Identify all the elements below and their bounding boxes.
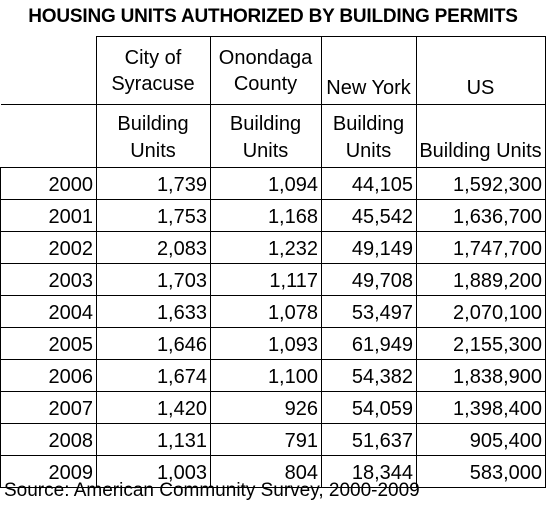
us-cell: 583,000 bbox=[416, 455, 546, 488]
onondaga-cell: 1,232 bbox=[210, 231, 322, 264]
us-cell: 1,592,300 bbox=[416, 167, 546, 200]
header-row-units: Building Units Building Units Building U… bbox=[0, 104, 546, 168]
onondaga-cell: 1,078 bbox=[210, 295, 322, 328]
year-cell: 2009 bbox=[0, 455, 97, 488]
subheader-onondaga-line2: Units bbox=[242, 140, 289, 162]
syracuse-cell: 1,674 bbox=[96, 359, 211, 392]
table-title: HOUSING UNITS AUTHORIZED BY BUILDING PER… bbox=[28, 6, 518, 27]
subheader-new-york-line2: Units bbox=[345, 140, 392, 162]
subheader-syracuse: Building Units bbox=[96, 104, 211, 168]
header-corner-cell-2 bbox=[0, 104, 97, 168]
new-york-cell: 51,637 bbox=[321, 423, 417, 456]
subheader-new-york: Building Units bbox=[321, 104, 417, 168]
header-us-line2: US bbox=[466, 77, 495, 99]
header-onondaga: Onondaga County bbox=[210, 36, 322, 105]
header-new-york: New York bbox=[321, 36, 417, 105]
subheader-onondaga-line1: Building bbox=[229, 113, 302, 135]
onondaga-cell: 1,168 bbox=[210, 199, 322, 232]
new-york-cell: 54,382 bbox=[321, 359, 417, 392]
syracuse-cell: 2,083 bbox=[96, 231, 211, 264]
onondaga-cell: 1,100 bbox=[210, 359, 322, 392]
new-york-cell: 53,497 bbox=[321, 295, 417, 328]
table-row: 2009 1,003 804 18,344 583,000 bbox=[0, 455, 546, 488]
housing-permits-table: City of Syracuse Onondaga County New Yor… bbox=[0, 36, 546, 488]
table-row: 2004 1,633 1,078 53,497 2,070,100 bbox=[0, 295, 546, 328]
table-row: 2006 1,674 1,100 54,382 1,838,900 bbox=[0, 359, 546, 392]
year-cell: 2008 bbox=[0, 423, 97, 456]
subheader-syracuse-line2: Units bbox=[130, 140, 176, 162]
year-cell: 2006 bbox=[0, 359, 97, 392]
onondaga-cell: 1,094 bbox=[210, 167, 322, 200]
syracuse-cell: 1,633 bbox=[96, 295, 211, 328]
syracuse-cell: 1,131 bbox=[96, 423, 211, 456]
syracuse-cell: 1,003 bbox=[96, 455, 211, 488]
new-york-cell: 61,949 bbox=[321, 327, 417, 360]
header-new-york-line2: New York bbox=[326, 77, 411, 99]
us-cell: 1,636,700 bbox=[416, 199, 546, 232]
table-row: 2002 2,083 1,232 49,149 1,747,700 bbox=[0, 231, 546, 264]
year-cell: 2005 bbox=[0, 327, 97, 360]
year-cell: 2003 bbox=[0, 263, 97, 296]
onondaga-cell: 1,117 bbox=[210, 263, 322, 296]
table-row: 2007 1,420 926 54,059 1,398,400 bbox=[0, 391, 546, 424]
new-york-cell: 49,708 bbox=[321, 263, 417, 296]
onondaga-cell: 1,093 bbox=[210, 327, 322, 360]
new-york-cell: 44,105 bbox=[321, 167, 417, 200]
table-row: 2001 1,753 1,168 45,542 1,636,700 bbox=[0, 199, 546, 232]
table-row: 2008 1,131 791 51,637 905,400 bbox=[0, 423, 546, 456]
onondaga-cell: 926 bbox=[210, 391, 322, 424]
syracuse-cell: 1,753 bbox=[96, 199, 211, 232]
year-cell: 2000 bbox=[0, 167, 97, 200]
subheader-us-line2: Building Units bbox=[419, 140, 542, 162]
subheader-new-york-line1: Building bbox=[332, 113, 405, 135]
header-row-locations: City of Syracuse Onondaga County New Yor… bbox=[0, 36, 546, 105]
table-row: 2005 1,646 1,093 61,949 2,155,300 bbox=[0, 327, 546, 360]
header-syracuse-line1: City of bbox=[124, 46, 182, 69]
new-york-cell: 18,344 bbox=[321, 455, 417, 488]
us-cell: 905,400 bbox=[416, 423, 546, 456]
table-row: 2000 1,739 1,094 44,105 1,592,300 bbox=[0, 167, 546, 200]
syracuse-cell: 1,646 bbox=[96, 327, 211, 360]
header-onondaga-line1: Onondaga bbox=[218, 46, 313, 69]
year-cell: 2002 bbox=[0, 231, 97, 264]
us-cell: 2,155,300 bbox=[416, 327, 546, 360]
header-syracuse: City of Syracuse bbox=[96, 36, 211, 105]
new-york-cell: 45,542 bbox=[321, 199, 417, 232]
us-cell: 1,398,400 bbox=[416, 391, 546, 424]
year-cell: 2004 bbox=[0, 295, 97, 328]
subheader-onondaga: Building Units bbox=[210, 104, 322, 168]
us-cell: 1,747,700 bbox=[416, 231, 546, 264]
onondaga-cell: 791 bbox=[210, 423, 322, 456]
table-row: 2003 1,703 1,117 49,708 1,889,200 bbox=[0, 263, 546, 296]
header-onondaga-line2: County bbox=[233, 72, 298, 95]
us-cell: 2,070,100 bbox=[416, 295, 546, 328]
new-york-cell: 54,059 bbox=[321, 391, 417, 424]
header-syracuse-line2: Syracuse bbox=[111, 72, 195, 95]
us-cell: 1,889,200 bbox=[416, 263, 546, 296]
year-cell: 2007 bbox=[0, 391, 97, 424]
new-york-cell: 49,149 bbox=[321, 231, 417, 264]
source-note: Source: American Community Survey, 2000-… bbox=[4, 480, 420, 501]
header-us: US bbox=[416, 36, 546, 105]
subheader-syracuse-line1: Building bbox=[117, 113, 189, 135]
syracuse-cell: 1,703 bbox=[96, 263, 211, 296]
header-corner-cell bbox=[0, 36, 97, 105]
us-cell: 1,838,900 bbox=[416, 359, 546, 392]
year-cell: 2001 bbox=[0, 199, 97, 232]
subheader-us: Building Units bbox=[416, 104, 546, 168]
syracuse-cell: 1,739 bbox=[96, 167, 211, 200]
syracuse-cell: 1,420 bbox=[96, 391, 211, 424]
